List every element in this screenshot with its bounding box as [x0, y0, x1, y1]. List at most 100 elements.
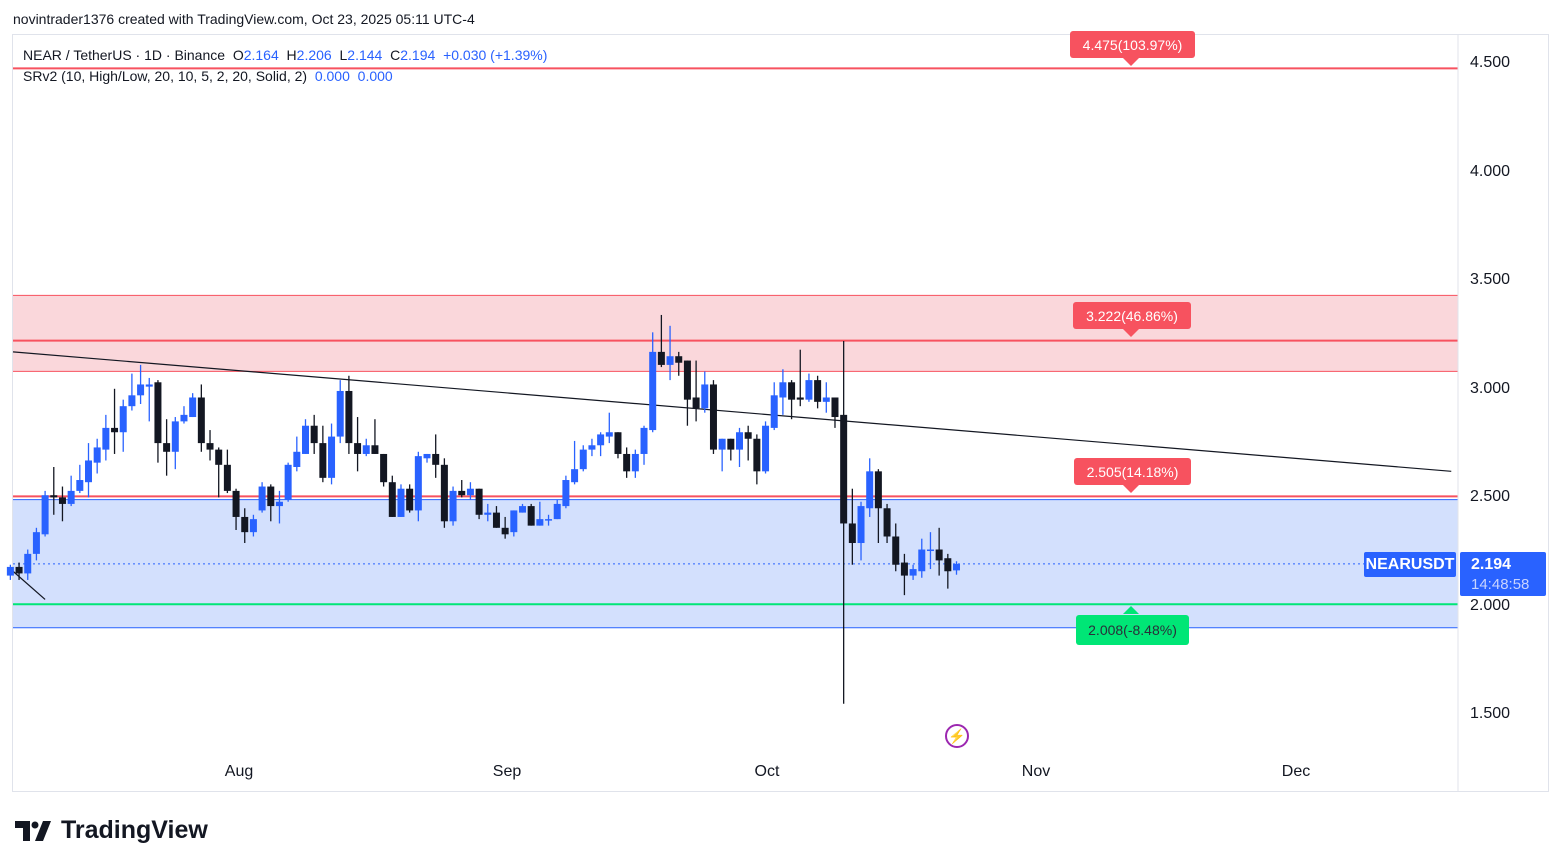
chart-attribution: novintrader1376 created with TradingView… [13, 11, 475, 27]
level-label-4475: 4.475(103.97%) [1070, 31, 1195, 58]
candle-up [536, 519, 544, 526]
candle-up [597, 434, 605, 446]
candle-up [137, 384, 145, 396]
candle-down [935, 549, 943, 561]
candle-up [171, 421, 179, 452]
close-label: C [390, 47, 401, 63]
indicator-legend-row[interactable]: SRv2 (10, High/Low, 20, 10, 5, 2, 20, So… [23, 66, 547, 87]
candle-up [640, 427, 648, 454]
candle-up [579, 449, 587, 470]
x-tick: Dec [1281, 763, 1311, 780]
candle-up [449, 490, 457, 522]
candle-down [58, 497, 66, 504]
candle-up [32, 532, 40, 554]
candle-down [683, 360, 691, 400]
candle-up [119, 406, 127, 433]
y-tick: 4.000 [1470, 163, 1511, 180]
candle-up [275, 501, 283, 507]
open-label: O [232, 47, 244, 63]
pointer-up-icon [1123, 606, 1139, 614]
candle-down [753, 438, 761, 472]
candle-up [562, 480, 570, 507]
level-label-2008: 2.008(-8.48%) [1076, 615, 1189, 645]
candle-down [944, 558, 952, 572]
candle-up [258, 486, 266, 511]
candle-down [232, 490, 240, 517]
chart-frame [12, 34, 1549, 792]
candle-up [926, 549, 934, 552]
logo-text: TradingView [61, 816, 208, 844]
chart-legend: NEAR / TetherUS · 1D · Binance O2.164 H2… [23, 45, 547, 87]
candle-up [362, 445, 370, 454]
candle-up [414, 456, 422, 511]
ohlc-legend-row[interactable]: NEAR / TetherUS · 1D · Binance O2.164 H2… [23, 45, 547, 66]
indicator-name: SRv2 (10, High/Low, 20, 10, 5, 2, 20, So… [23, 68, 308, 84]
candle-down [900, 562, 908, 576]
y-tick: 1.500 [1470, 705, 1511, 722]
candle-up [249, 519, 257, 533]
low-value: 2.144 [347, 47, 383, 63]
candle-up [24, 553, 32, 574]
candle-up [423, 453, 431, 459]
candle-up [145, 384, 153, 387]
candle-up [466, 488, 474, 496]
candle-up [41, 495, 49, 535]
lightning-icon[interactable]: ⚡ [945, 724, 969, 748]
pointer-down-icon [1123, 58, 1139, 66]
tradingview-logo[interactable]: TradingView [15, 816, 208, 845]
candle-down [432, 453, 440, 465]
candle-down [440, 464, 448, 522]
candle-down [197, 397, 205, 444]
candle-down [883, 508, 891, 537]
low-label: L [339, 47, 348, 63]
candle-up [571, 469, 579, 483]
x-tick: Oct [754, 763, 780, 780]
candle-down [744, 432, 752, 439]
candle-down [345, 390, 353, 444]
y-tick: 2.500 [1470, 488, 1511, 505]
tradingview-logo-icon [15, 820, 51, 841]
candle-down [371, 445, 379, 454]
candle-up [588, 445, 596, 450]
candle-down [310, 425, 318, 444]
x-tick: Aug [224, 763, 254, 780]
candle-up [484, 512, 492, 515]
candle-down [831, 397, 839, 418]
x-tick: Sep [492, 763, 522, 780]
high-label: H [286, 47, 297, 63]
candle-down [788, 382, 796, 400]
y-tick: 4.500 [1470, 54, 1511, 71]
candle-up [180, 414, 188, 422]
level-label-2505: 2.505(14.18%) [1074, 458, 1191, 485]
trendline-1 [12, 570, 46, 600]
candle-down [527, 506, 535, 526]
pointer-down-icon [1123, 329, 1139, 337]
candle-up [701, 384, 709, 409]
last-price: 2.194 [1471, 556, 1512, 573]
y-tick: 2.000 [1470, 597, 1511, 614]
candle-up [189, 397, 197, 418]
candle-up [605, 432, 613, 437]
level-label-3222: 3.222(46.86%) [1073, 302, 1191, 329]
candle-up [822, 397, 830, 402]
pointer-down-icon [1123, 485, 1139, 493]
candle-down [354, 443, 362, 454]
close-value: 2.194 [400, 47, 436, 63]
candle-up [336, 390, 344, 437]
candle-up [519, 506, 526, 513]
candle-down [814, 380, 822, 402]
candle-up [779, 382, 787, 398]
candle-up [6, 566, 14, 576]
candle-up [102, 427, 110, 450]
candle-down [874, 471, 882, 509]
candle-up [770, 395, 778, 428]
symbol-price-label: NEARUSDT [1364, 552, 1456, 577]
candle-down [388, 482, 396, 517]
y-tick: 3.000 [1470, 380, 1511, 397]
candle-up [545, 519, 553, 521]
candle-up [302, 425, 309, 454]
symbol-title: NEAR / TetherUS · 1D · Binance [23, 47, 226, 63]
candle-down [154, 382, 162, 444]
candle-up [67, 490, 75, 504]
